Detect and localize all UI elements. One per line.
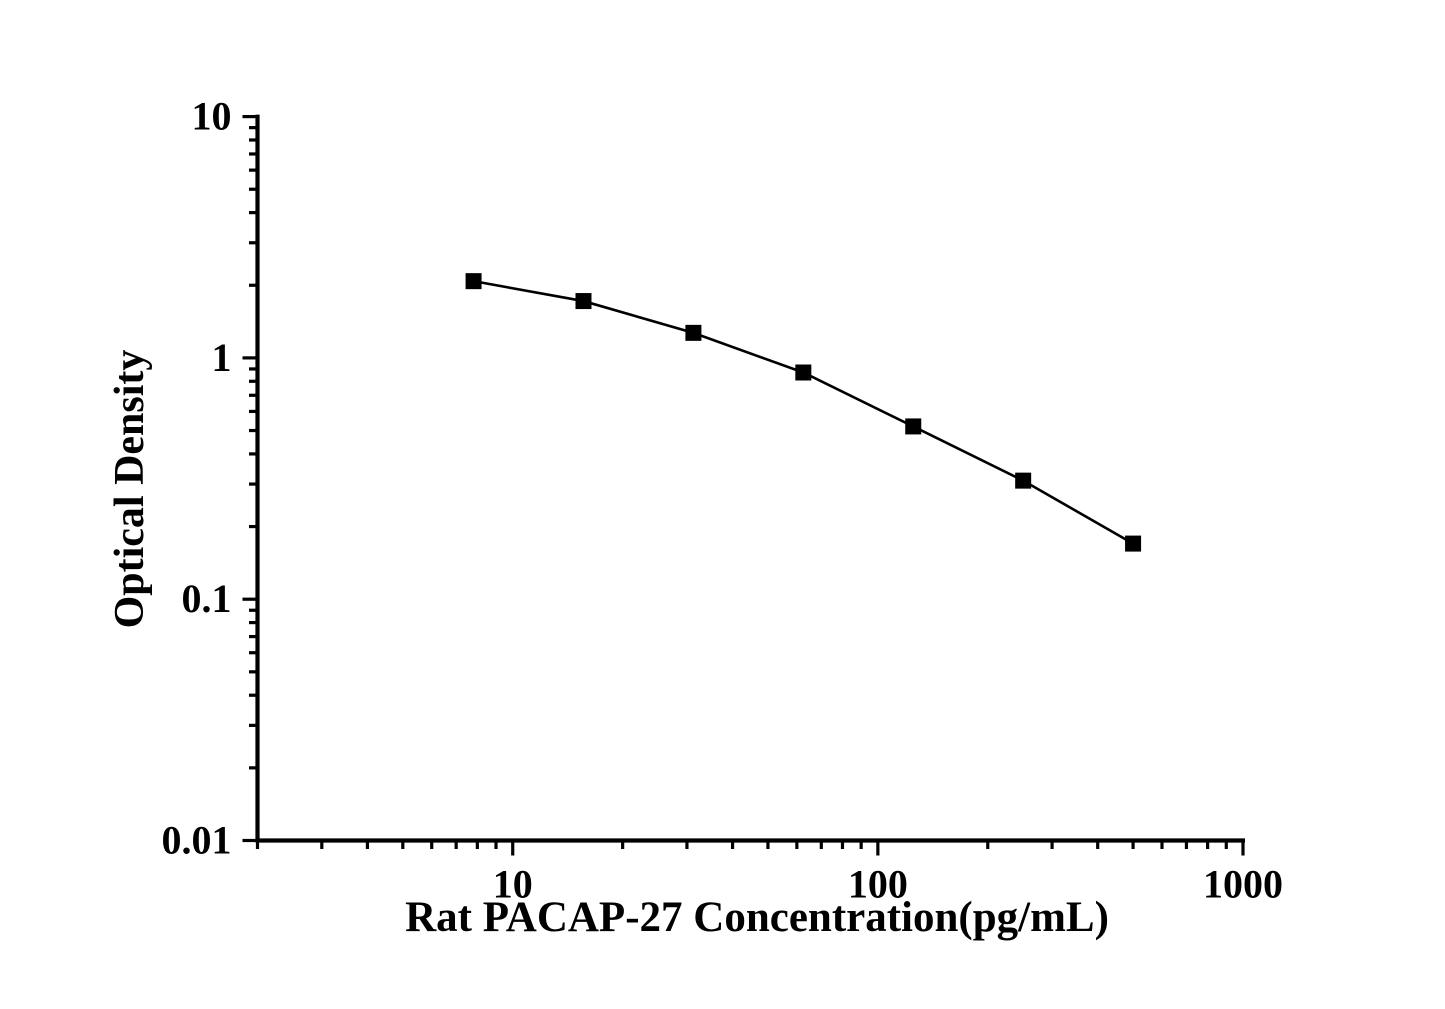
y-tick-label: 1 (212, 335, 232, 380)
data-series-line (473, 279, 1134, 545)
data-point-marker-3 (685, 324, 702, 341)
data-point-marker-2 (575, 293, 592, 310)
y-axis-title: Optical Density (107, 349, 153, 629)
data-point-marker-6 (1015, 472, 1032, 489)
x-axis-title: Rat PACAP-27 Concentration(pg/mL) (405, 894, 1109, 941)
data-point-marker-1 (465, 273, 482, 290)
x-tick-label: 100 (848, 862, 908, 907)
data-point-marker-4 (795, 364, 812, 381)
x-tick-label: 10 (493, 862, 533, 907)
y-tick-label: 0.01 (162, 818, 232, 863)
y-tick-label: 0.1 (182, 576, 232, 621)
y-tick-label: 10 (192, 94, 232, 139)
data-point-marker-7 (1125, 535, 1142, 552)
x-tick-label: 1000 (1203, 862, 1283, 907)
data-point-marker-5 (905, 418, 922, 435)
